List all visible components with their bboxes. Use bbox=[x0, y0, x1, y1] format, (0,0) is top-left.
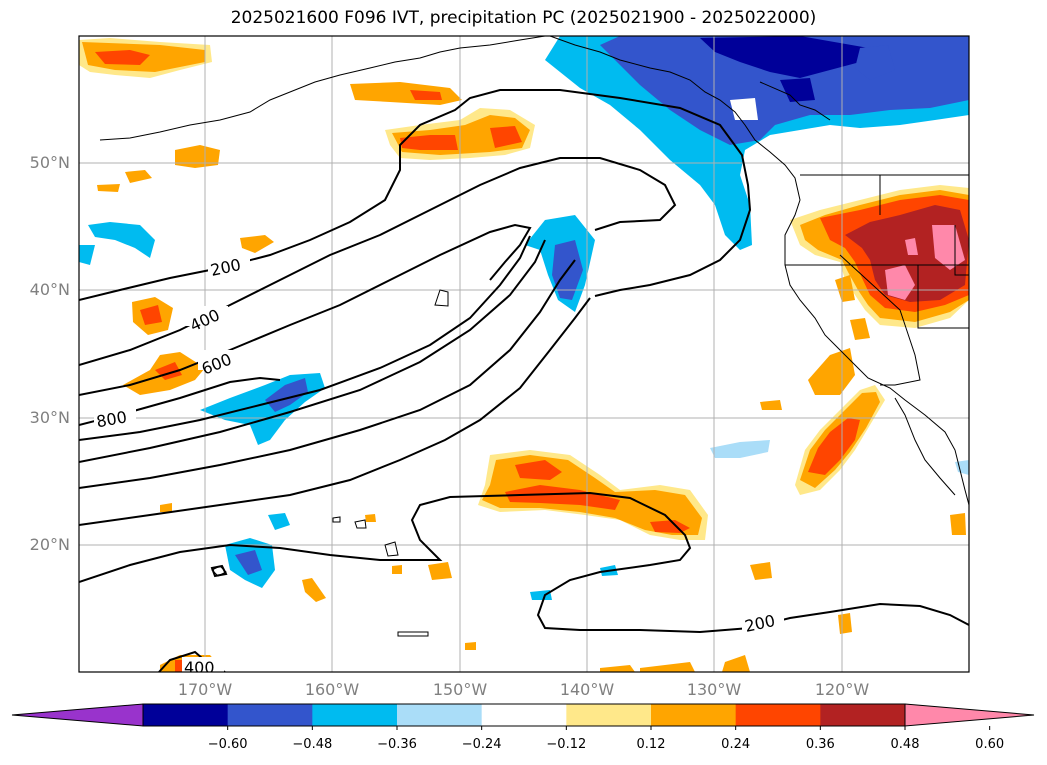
contour-labels: 200 400 600 800 200 400 bbox=[94, 255, 784, 677]
lon-label: 130°W bbox=[686, 680, 742, 699]
colorbar-tick-label: −0.48 bbox=[292, 737, 333, 752]
colorbar-tick-label: −0.24 bbox=[461, 737, 502, 752]
lat-label: 30°N bbox=[29, 408, 70, 427]
colorbar-tick-label: 0.48 bbox=[890, 737, 920, 752]
coastlines bbox=[99, 36, 969, 637]
colorbar-tick-label: −0.36 bbox=[377, 737, 417, 752]
lon-label: 140°W bbox=[559, 680, 615, 699]
map-frame bbox=[78, 35, 970, 673]
ivt-contour-200 bbox=[79, 89, 752, 301]
colorbar-tick-label: 0.36 bbox=[805, 737, 835, 752]
negative-precip-region bbox=[700, 36, 880, 78]
lon-label: 120°W bbox=[814, 680, 870, 699]
colorbar-tick-label: −0.60 bbox=[207, 737, 248, 752]
lon-label: 160°W bbox=[304, 680, 360, 699]
colorbar-tick-label: 0.24 bbox=[721, 737, 751, 752]
contour-label: 400 bbox=[184, 658, 215, 677]
ivt-contour-600 bbox=[79, 223, 532, 396]
graticule bbox=[79, 36, 969, 672]
lat-label: 40°N bbox=[29, 280, 70, 299]
colorbar-tick-label: 0.60 bbox=[975, 737, 1005, 752]
lon-label: 170°W bbox=[177, 680, 233, 699]
map-title: 2025021600 F096 IVT, precipitation PC (2… bbox=[230, 8, 817, 28]
precip-shading bbox=[79, 36, 969, 672]
contour-label: 800 bbox=[95, 407, 128, 431]
lat-label: 50°N bbox=[29, 153, 70, 172]
lat-label: 20°N bbox=[29, 535, 70, 554]
colorbar-tick-label: 0.12 bbox=[636, 737, 666, 752]
lon-label: 150°W bbox=[432, 680, 488, 699]
colorbar-tick-label: −0.12 bbox=[546, 737, 587, 752]
